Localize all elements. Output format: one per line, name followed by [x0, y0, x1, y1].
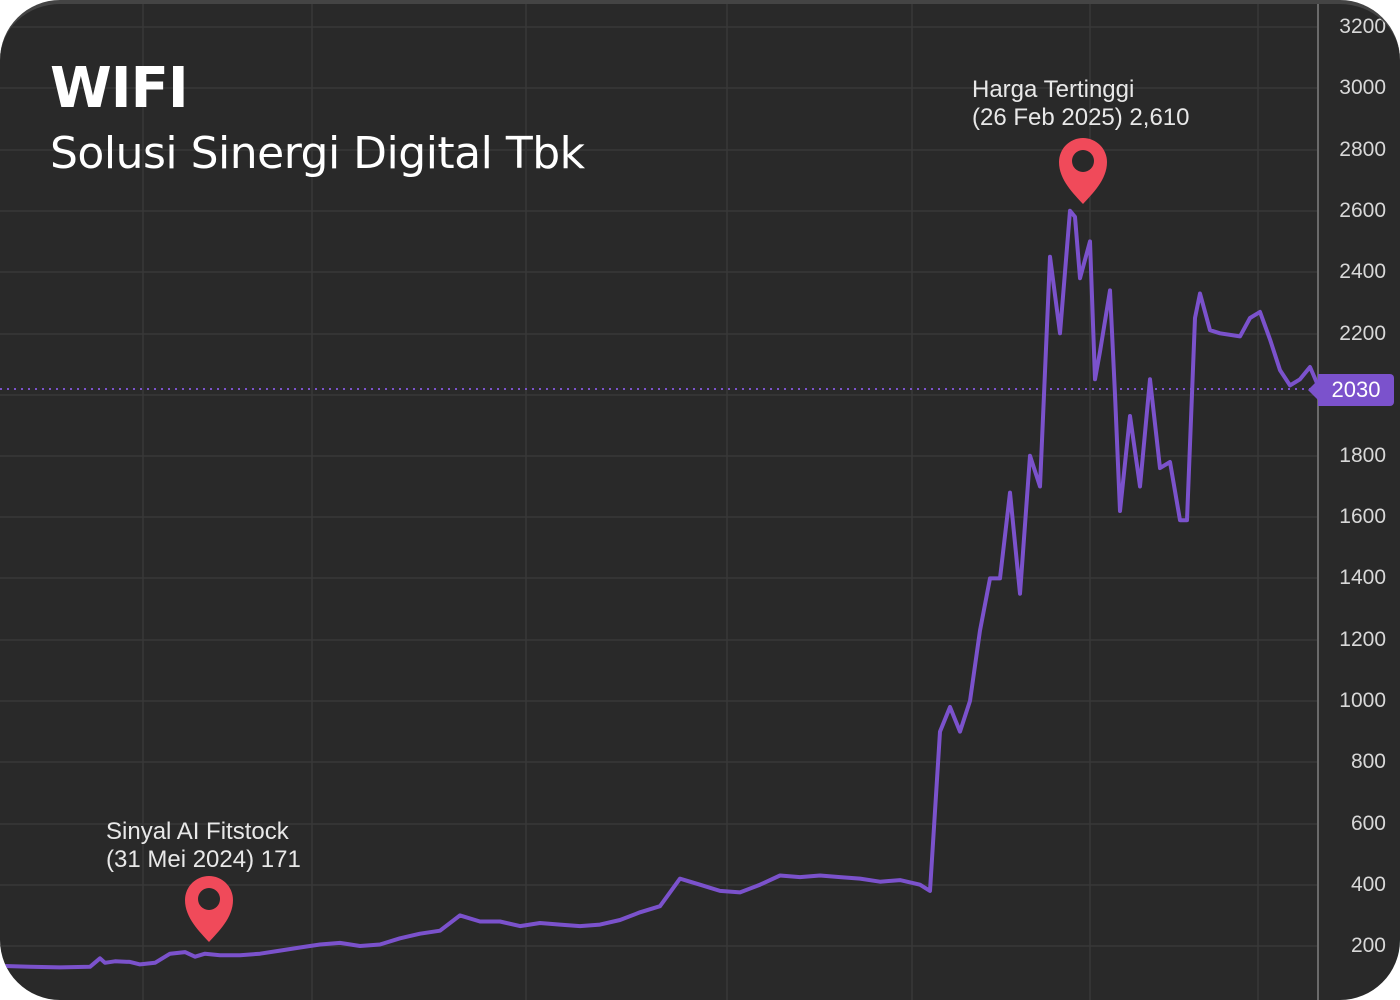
- y-tick: 800: [1350, 750, 1386, 773]
- y-tick: 2200: [1339, 322, 1386, 345]
- high-annotation: Harga Tertinggi (26 Feb 2025) 2,610: [972, 76, 1190, 132]
- y-tick: 600: [1350, 812, 1386, 835]
- high-annotation-label: Harga Tertinggi: [972, 76, 1135, 103]
- current-price-tag: 2030: [1308, 374, 1394, 406]
- company-name: Solusi Sinergi Digital Tbk: [50, 128, 585, 179]
- high-annotation-value: (26 Feb 2025) 2,610: [972, 104, 1190, 131]
- y-tick: 1400: [1339, 566, 1386, 589]
- y-tick: 1800: [1339, 444, 1386, 467]
- map-pin-icon: [185, 876, 233, 942]
- y-tick: 1600: [1339, 505, 1386, 528]
- y-tick: 400: [1350, 873, 1386, 896]
- grid-lines: [0, 4, 1318, 1000]
- signal-annotation: Sinyal AI Fitstock (31 Mei 2024) 171: [106, 818, 301, 874]
- signal-annotation-label: Sinyal AI Fitstock: [106, 818, 289, 845]
- y-tick: 1000: [1339, 689, 1386, 712]
- map-pin-icon: [1059, 138, 1107, 204]
- signal-annotation-value: (31 Mei 2024) 171: [106, 846, 301, 873]
- y-tick: 200: [1350, 934, 1386, 957]
- y-tick: 3000: [1339, 76, 1386, 99]
- price-line: [0, 208, 1320, 970]
- y-tick: 1200: [1339, 628, 1386, 651]
- y-tick: 3200: [1339, 15, 1386, 38]
- y-tick: 2400: [1339, 260, 1386, 283]
- y-tick: 2600: [1339, 199, 1386, 222]
- y-tick: 2800: [1339, 138, 1386, 161]
- ticker-title: WIFI: [50, 56, 189, 121]
